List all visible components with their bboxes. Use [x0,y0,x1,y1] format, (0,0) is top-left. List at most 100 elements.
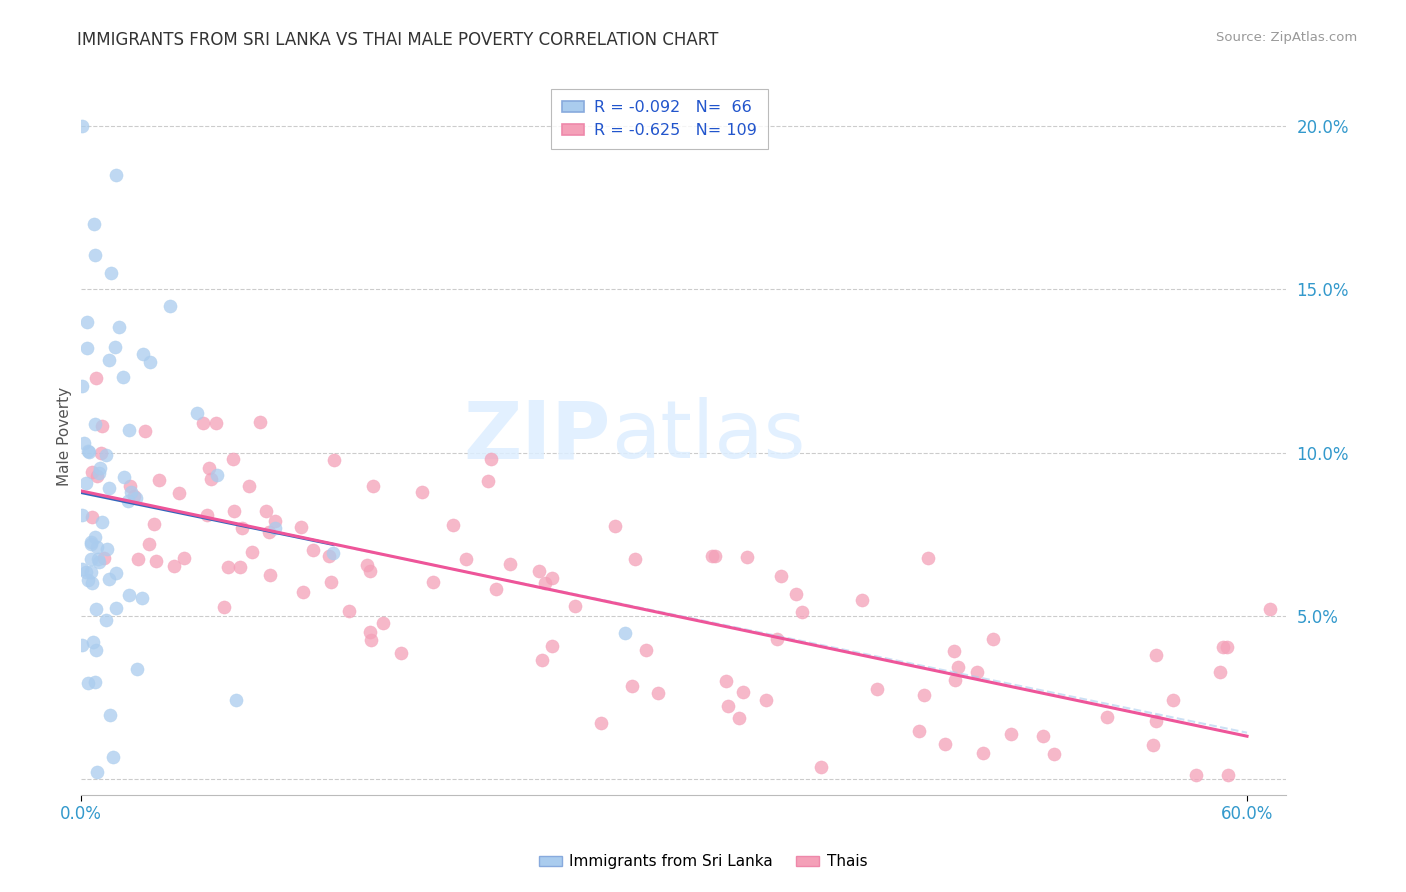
Point [714,673,737,688]
Point [98,481,121,495]
Legend: R = -0.092   N=  66, R = -0.625   N= 109: R = -0.092 N= 66, R = -0.625 N= 109 [551,89,768,149]
Point [229,560,252,574]
Point [86,469,108,483]
Point [204,416,226,430]
Point [145,554,167,568]
Point [917,550,939,565]
Point [72,562,94,576]
Point [112,470,135,484]
Point [73,436,96,450]
Point [540,571,562,585]
Point [80,535,103,549]
Point [84,601,107,615]
Point [84,371,107,385]
Point [541,639,564,653]
Legend: Immigrants from Sri Lanka, Thais: Immigrants from Sri Lanka, Thais [533,848,873,875]
Point [636,643,658,657]
Point [79,445,101,459]
Point [76,574,98,588]
Text: ZIP: ZIP [464,397,610,475]
Point [322,545,344,559]
Point [139,354,162,368]
Point [72,638,94,652]
Point [86,540,108,554]
Point [1144,648,1167,662]
Point [966,665,988,680]
Point [943,644,966,658]
Point [83,674,105,689]
Point [1216,768,1239,782]
Point [810,760,832,774]
Point [1209,665,1232,679]
Point [87,555,110,569]
Point [125,491,148,505]
Point [104,340,127,354]
Point [80,465,103,479]
Point [122,489,145,503]
Point [647,686,669,700]
Point [1142,738,1164,752]
Point [240,545,263,559]
Text: Source: ZipAtlas.com: Source: ZipAtlas.com [1216,31,1357,45]
Point [125,662,148,676]
Point [534,576,557,591]
Point [231,521,253,535]
Point [441,517,464,532]
Point [591,715,613,730]
Point [75,476,97,491]
Point [120,478,142,492]
Point [422,574,444,589]
Point [264,521,287,535]
Point [195,508,218,523]
Point [302,543,325,558]
Point [1000,727,1022,741]
Point [72,379,94,393]
Point [76,341,98,355]
Point [972,746,994,760]
Point [205,468,228,483]
Point [264,514,287,528]
Point [363,479,385,493]
Point [89,460,111,475]
Point [197,461,219,475]
Point [80,510,103,524]
Point [981,632,1004,646]
Point [77,443,100,458]
Point [222,503,245,517]
Point [257,524,280,539]
Point [254,504,277,518]
Point [96,541,118,556]
Point [105,600,128,615]
Point [96,448,118,462]
Point [485,582,508,597]
Point [77,675,100,690]
Point [79,537,101,551]
Point [200,472,222,486]
Point [564,599,586,613]
Point [943,673,966,687]
Point [621,679,644,693]
Point [84,417,107,432]
Point [90,516,112,530]
Point [479,451,502,466]
Point [755,692,778,706]
Point [75,565,97,579]
Point [83,530,105,544]
Text: IMMIGRANTS FROM SRI LANKA VS THAI MALE POVERTY CORRELATION CHART: IMMIGRANTS FROM SRI LANKA VS THAI MALE P… [77,31,718,49]
Point [143,516,166,531]
Point [72,120,94,134]
Point [100,266,122,280]
Point [1032,729,1054,743]
Point [101,750,124,764]
Point [318,549,340,563]
Point [173,550,195,565]
Point [290,519,312,533]
Point [117,494,139,508]
Point [249,415,271,429]
Point [454,552,477,566]
Point [80,565,103,579]
Point [259,567,281,582]
Point [735,550,758,565]
Point [360,633,382,648]
Point [104,169,127,183]
